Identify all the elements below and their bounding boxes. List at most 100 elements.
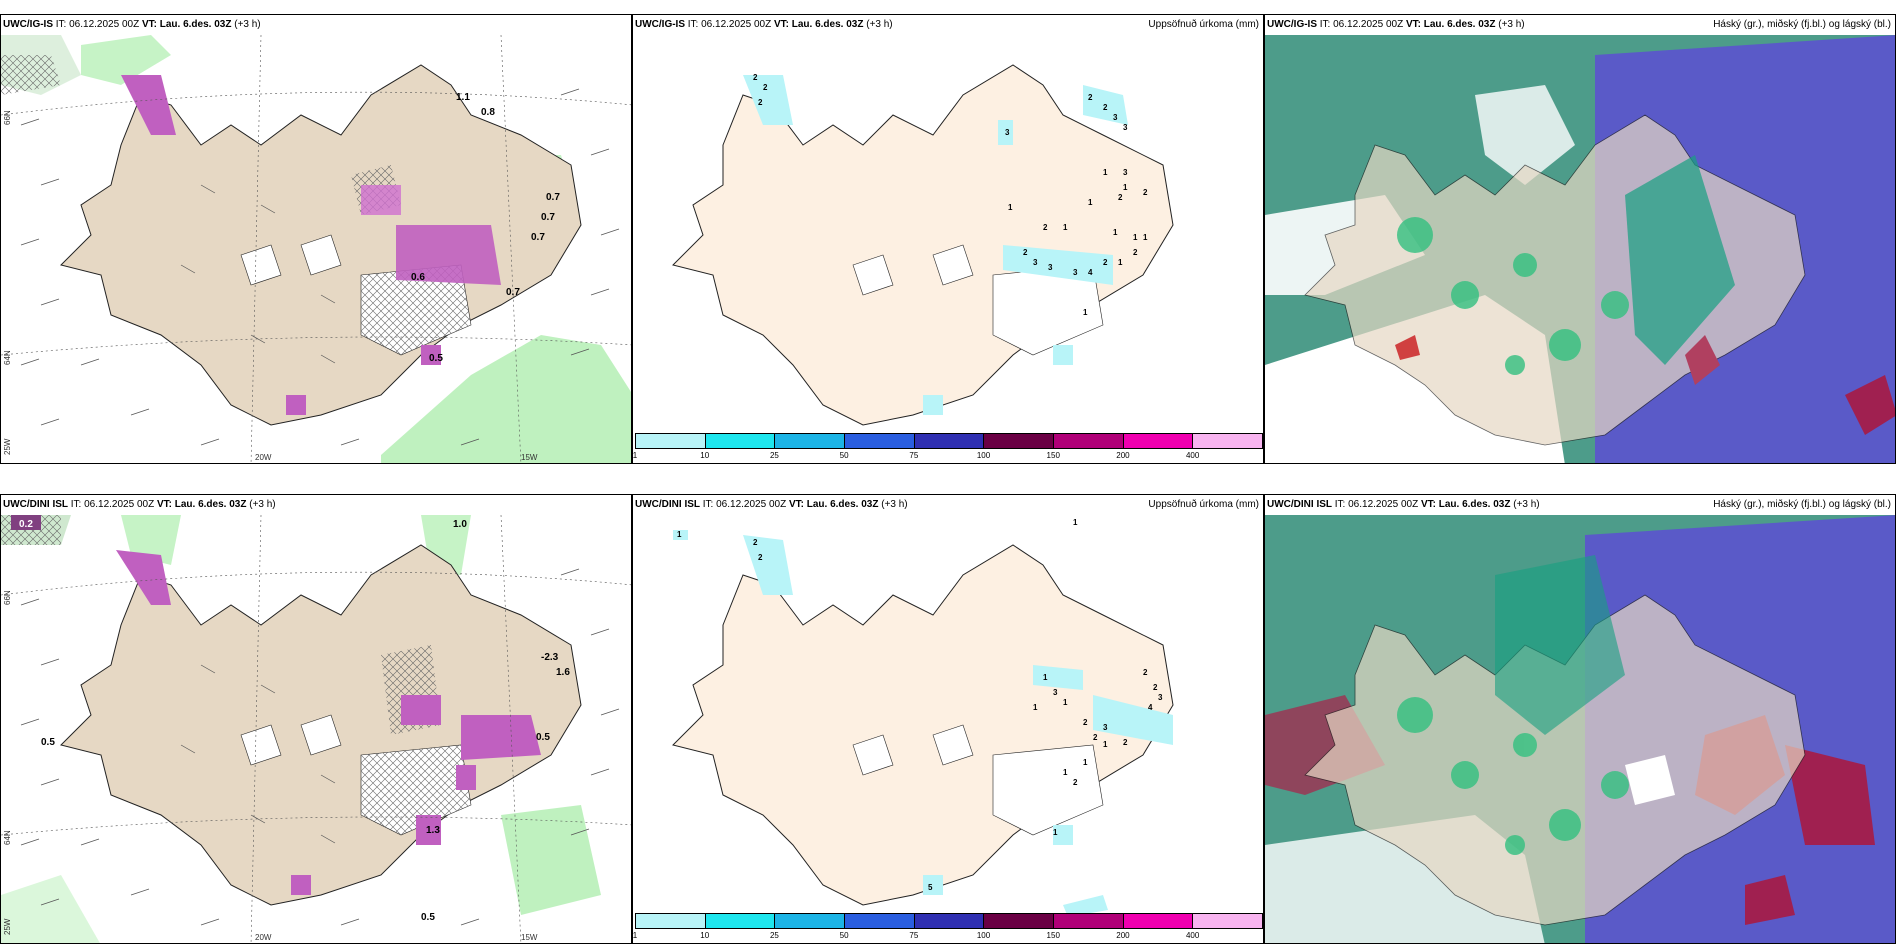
wind-label: 0.8 xyxy=(481,107,495,118)
svg-text:1: 1 xyxy=(1083,758,1088,767)
wind-label: 0.6 xyxy=(411,272,425,283)
colorbar-swatch xyxy=(1193,434,1263,448)
iceland-shape xyxy=(672,544,1174,906)
colorbar-swatch xyxy=(914,914,985,928)
svg-text:2: 2 xyxy=(1103,103,1108,112)
svg-text:1: 1 xyxy=(1083,308,1088,317)
svg-text:3: 3 xyxy=(1123,123,1128,132)
svg-text:1: 1 xyxy=(1113,228,1118,237)
svg-text:1: 1 xyxy=(1103,740,1108,749)
svg-text:2: 2 xyxy=(1143,188,1148,197)
colorbar-swatch xyxy=(1193,914,1263,928)
wind-label: 0.5 xyxy=(421,912,435,923)
svg-text:3: 3 xyxy=(1005,128,1010,137)
svg-text:2: 2 xyxy=(753,538,758,547)
svg-text:5: 5 xyxy=(928,883,933,892)
wind-label: 1.6 xyxy=(556,667,570,678)
colorbar-swatch xyxy=(705,914,776,928)
wind-label: 0.5 xyxy=(536,732,550,743)
wind-label: 0.7 xyxy=(506,287,520,298)
panel-header: UWC/IG-IS IT: 06.12.2025 00Z VT: Lau. 6.… xyxy=(3,19,261,30)
colorbar-swatch xyxy=(636,914,706,928)
lon-label-15w: 15W xyxy=(521,933,538,942)
precip-map: 1 2 2 1 1 3 1 1 2 2 3 4 2 2 1 3 2 1 1 2 … xyxy=(633,515,1263,923)
svg-text:1: 1 xyxy=(1033,703,1038,712)
wind-label: 0.7 xyxy=(531,232,545,243)
svg-text:2: 2 xyxy=(758,553,763,562)
wind-label: 0.5 xyxy=(41,737,55,748)
svg-text:1: 1 xyxy=(1063,223,1068,232)
svg-text:2: 2 xyxy=(1073,778,1078,787)
svg-text:1: 1 xyxy=(1073,518,1078,527)
lon-label-15w: 15W xyxy=(521,453,538,462)
svg-text:1: 1 xyxy=(1133,233,1138,242)
lat-label-66n: 66N xyxy=(3,590,12,605)
svg-text:1: 1 xyxy=(1103,168,1108,177)
wind-label: 0.7 xyxy=(541,212,555,223)
svg-text:1: 1 xyxy=(1053,828,1058,837)
svg-text:1: 1 xyxy=(1043,673,1048,682)
iceland-shape xyxy=(672,64,1174,426)
panel-precip-dini-isl: UWC/DINI ISL IT: 06.12.2025 00Z VT: Lau.… xyxy=(632,494,1264,944)
svg-text:2: 2 xyxy=(758,98,763,107)
svg-text:1: 1 xyxy=(1118,258,1123,267)
panel-clouds-dini-isl: UWC/DINI ISL IT: 06.12.2025 00Z VT: Lau.… xyxy=(1264,494,1896,944)
colorbar-swatch xyxy=(914,434,985,448)
panel-header: UWC/DINI ISL IT: 06.12.2025 00Z VT: Lau.… xyxy=(3,499,276,510)
svg-text:3: 3 xyxy=(1158,693,1163,702)
colorbar-swatch xyxy=(845,914,915,928)
panel-subtitle: Háský (gr.), miðský (fj.bl.) og lágský (… xyxy=(1713,499,1891,510)
svg-text:2: 2 xyxy=(1023,248,1028,257)
svg-text:1: 1 xyxy=(1063,768,1068,777)
colorbar xyxy=(635,433,1263,449)
wind-label: 0.2 xyxy=(19,519,33,530)
precip-map: 2 2 2 3 2 2 3 3 1 3 1 2 1 2 1 2 1 1 2 3 … xyxy=(633,35,1263,443)
svg-text:1: 1 xyxy=(1008,203,1013,212)
svg-text:2: 2 xyxy=(1088,93,1093,102)
cloud-map xyxy=(1265,515,1895,943)
wind-map: 0.8 0.7 0.7 0.7 0.7 0.6 1.1 0.5 xyxy=(1,35,631,463)
panel-precip-ig-is: UWC/IG-IS IT: 06.12.2025 00Z VT: Lau. 6.… xyxy=(632,14,1264,464)
svg-text:2: 2 xyxy=(1118,193,1123,202)
wind-label: -2.3 xyxy=(541,652,559,663)
svg-text:2: 2 xyxy=(1083,718,1088,727)
wind-label: 1.3 xyxy=(426,825,440,836)
panel-header: UWC/DINI ISL IT: 06.12.2025 00Z VT: Lau.… xyxy=(1267,499,1540,510)
svg-text:2: 2 xyxy=(753,73,758,82)
panel-header: UWC/IG-IS IT: 06.12.2025 00Z VT: Lau. 6.… xyxy=(635,19,893,30)
colorbar-swatch xyxy=(775,914,846,928)
panel-subtitle: Uppsöfnuð úrkoma (mm) xyxy=(1148,19,1259,30)
svg-text:1: 1 xyxy=(1123,183,1128,192)
colorbar-swatch xyxy=(1123,914,1194,928)
colorbar-swatch xyxy=(1054,434,1124,448)
wind-label: 0.7 xyxy=(546,192,560,203)
svg-text:2: 2 xyxy=(1123,738,1128,747)
colorbar-swatch xyxy=(845,434,915,448)
svg-text:2: 2 xyxy=(763,83,768,92)
wind-label: 1.1 xyxy=(456,92,470,103)
panel-wind-dini-isl: UWC/DINI ISL IT: 06.12.2025 00Z VT: Lau.… xyxy=(0,494,632,944)
svg-text:3: 3 xyxy=(1053,688,1058,697)
svg-text:4: 4 xyxy=(1088,268,1093,277)
colorbar-swatch xyxy=(984,434,1055,448)
panel-subtitle: Háský (gr.), miðský (fj.bl.) og lágský (… xyxy=(1713,19,1891,30)
panel-header: UWC/DINI ISL IT: 06.12.2025 00Z VT: Lau.… xyxy=(635,499,908,510)
svg-text:1: 1 xyxy=(677,530,682,539)
lon-label-20w: 20W xyxy=(255,453,272,462)
colorbar-ticks: 1 10 25 50 75 100 150 200 400 xyxy=(632,451,1200,460)
svg-text:1: 1 xyxy=(1143,233,1148,242)
lat-label-64n: 64N xyxy=(3,830,12,845)
colorbar-swatch xyxy=(1054,914,1124,928)
svg-text:2: 2 xyxy=(1103,258,1108,267)
svg-text:3: 3 xyxy=(1033,258,1038,267)
svg-text:3: 3 xyxy=(1113,113,1118,122)
lon-label-20w: 20W xyxy=(255,933,272,942)
svg-text:1: 1 xyxy=(1088,198,1093,207)
svg-text:2: 2 xyxy=(1043,223,1048,232)
panel-subtitle: Uppsöfnuð úrkoma (mm) xyxy=(1148,499,1259,510)
wind-label: 1.0 xyxy=(453,519,467,530)
svg-text:3: 3 xyxy=(1123,168,1128,177)
panel-clouds-ig-is: UWC/IG-IS IT: 06.12.2025 00Z VT: Lau. 6.… xyxy=(1264,14,1896,464)
wind-label: 0.5 xyxy=(429,353,443,364)
colorbar-swatch xyxy=(705,434,776,448)
